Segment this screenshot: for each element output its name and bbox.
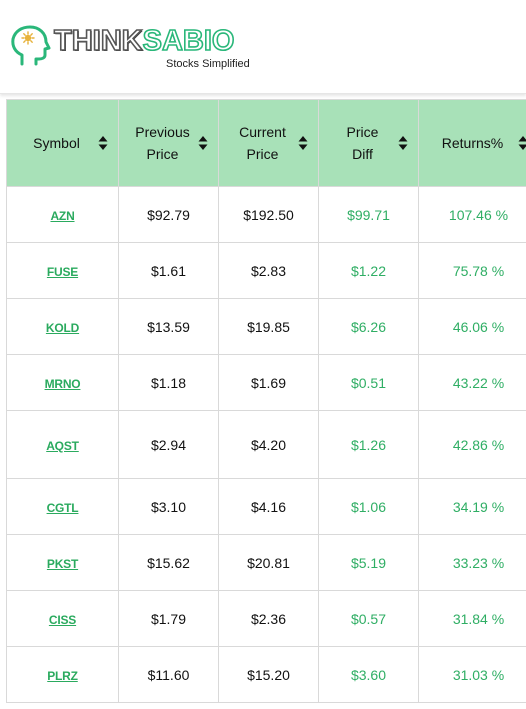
- brand-name-sabio: SABIO: [142, 25, 235, 57]
- symbol-link[interactable]: AZN: [50, 208, 75, 223]
- table-row: AQST $2.94 $4.20 $1.26 42.86 %: [6, 410, 526, 479]
- cell-current-price: $192.50: [218, 186, 319, 243]
- cell-symbol: CISS: [6, 590, 119, 647]
- sort-arrows-icon[interactable]: [518, 135, 526, 151]
- cell-price-diff: $3.60: [318, 646, 419, 703]
- cell-symbol: CGTL: [6, 478, 119, 535]
- column-header-returns[interactable]: Returns%: [418, 99, 526, 187]
- cell-current-price: $1.69: [218, 354, 319, 411]
- sort-arrows-icon[interactable]: [98, 135, 108, 151]
- brand-name-think: THINK: [53, 25, 143, 57]
- cell-current-price: $4.20: [218, 410, 319, 479]
- cell-current-price: $19.85: [218, 298, 319, 355]
- cell-price-diff: $1.22: [318, 242, 419, 299]
- cell-symbol: AZN: [6, 186, 119, 243]
- cell-previous-price: $15.62: [118, 534, 219, 591]
- cell-price-diff: $5.19: [318, 534, 419, 591]
- returns-table: Symbol Previous Price Current Price: [6, 99, 526, 703]
- cell-returns: 33.23 %: [418, 534, 526, 591]
- brand-logo[interactable]: THINKSABIO Stocks Simplified: [8, 18, 268, 78]
- cell-returns: 43.22 %: [418, 354, 526, 411]
- sort-arrows-icon[interactable]: [398, 135, 408, 151]
- cell-previous-price: $13.59: [118, 298, 219, 355]
- cell-price-diff: $1.06: [318, 478, 419, 535]
- table-header-row: Symbol Previous Price Current Price: [6, 99, 526, 187]
- column-header-current-price[interactable]: Current Price: [218, 99, 319, 187]
- symbol-link[interactable]: KOLD: [45, 320, 80, 335]
- cell-returns: 107.46 %: [418, 186, 526, 243]
- cell-previous-price: $11.60: [118, 646, 219, 703]
- cell-returns: 34.19 %: [418, 478, 526, 535]
- head-silhouette-icon: [11, 25, 51, 66]
- symbol-link[interactable]: AQST: [46, 438, 79, 453]
- cell-price-diff: $6.26: [318, 298, 419, 355]
- cell-symbol: KOLD: [6, 298, 119, 355]
- cell-current-price: $15.20: [218, 646, 319, 703]
- cell-previous-price: $1.79: [118, 590, 219, 647]
- cell-price-diff: $0.51: [318, 354, 419, 411]
- cell-symbol: MRNO: [6, 354, 119, 411]
- cell-current-price: $2.83: [218, 242, 319, 299]
- column-header-price-diff[interactable]: Price Diff: [318, 99, 419, 187]
- cell-current-price: $20.81: [218, 534, 319, 591]
- cell-previous-price: $92.79: [118, 186, 219, 243]
- cell-previous-price: $1.18: [118, 354, 219, 411]
- symbol-link[interactable]: PKST: [46, 556, 79, 571]
- column-header-label: Symbol: [33, 135, 80, 151]
- cell-returns: 75.78 %: [418, 242, 526, 299]
- table-row: FUSE $1.61 $2.83 $1.22 75.78 %: [6, 242, 526, 299]
- table-row: KOLD $13.59 $19.85 $6.26 46.06 %: [6, 298, 526, 355]
- cell-returns: 46.06 %: [418, 298, 526, 355]
- table-row: CISS $1.79 $2.36 $0.57 31.84 %: [6, 590, 526, 647]
- cell-price-diff: $0.57: [318, 590, 419, 647]
- cell-symbol: PLRZ: [6, 646, 119, 703]
- sort-arrows-icon[interactable]: [298, 135, 308, 151]
- table-row: PLRZ $11.60 $15.20 $3.60 31.03 %: [6, 646, 526, 703]
- cell-symbol: FUSE: [6, 242, 119, 299]
- cell-symbol: PKST: [6, 534, 119, 591]
- cell-price-diff: $99.71: [318, 186, 419, 243]
- cell-returns: 42.86 %: [418, 410, 526, 479]
- cell-returns: 31.84 %: [418, 590, 526, 647]
- column-header-label: Current Price: [239, 124, 286, 162]
- table-row: MRNO $1.18 $1.69 $0.51 43.22 %: [6, 354, 526, 411]
- sort-arrows-icon[interactable]: [198, 135, 208, 151]
- column-header-label: Returns%: [441, 135, 504, 151]
- cell-previous-price: $3.10: [118, 478, 219, 535]
- symbol-link[interactable]: FUSE: [46, 264, 79, 279]
- column-header-symbol[interactable]: Symbol: [6, 99, 119, 187]
- brand-wordmark: THINKSABIO: [53, 25, 235, 57]
- cell-previous-price: $1.61: [118, 242, 219, 299]
- brand-tagline: Stocks Simplified: [166, 58, 250, 70]
- symbol-link[interactable]: MRNO: [44, 376, 81, 391]
- symbol-link[interactable]: CISS: [48, 612, 77, 627]
- table-row: AZN $92.79 $192.50 $99.71 107.46 %: [6, 186, 526, 243]
- cell-current-price: $4.16: [218, 478, 319, 535]
- symbol-link[interactable]: PLRZ: [47, 668, 78, 683]
- cell-returns: 31.03 %: [418, 646, 526, 703]
- cell-previous-price: $2.94: [118, 410, 219, 479]
- symbol-link[interactable]: CGTL: [46, 500, 79, 515]
- table-body: AZN $92.79 $192.50 $99.71 107.46 % FUSE $1.61 $…: [6, 186, 526, 703]
- column-header-label: Price Diff: [346, 124, 379, 162]
- column-header-label: Previous Price: [135, 124, 190, 162]
- column-header-previous-price[interactable]: Previous Price: [118, 99, 219, 187]
- cell-symbol: AQST: [6, 410, 119, 479]
- table-row: CGTL $3.10 $4.16 $1.06 34.19 %: [6, 478, 526, 535]
- table-row: PKST $15.62 $20.81 $5.19 33.23 %: [6, 534, 526, 591]
- cell-price-diff: $1.26: [318, 410, 419, 479]
- top-bar: THINKSABIO Stocks Simplified: [0, 0, 526, 94]
- cell-current-price: $2.36: [218, 590, 319, 647]
- returns-table-container: Symbol Previous Price Current Price: [6, 99, 526, 709]
